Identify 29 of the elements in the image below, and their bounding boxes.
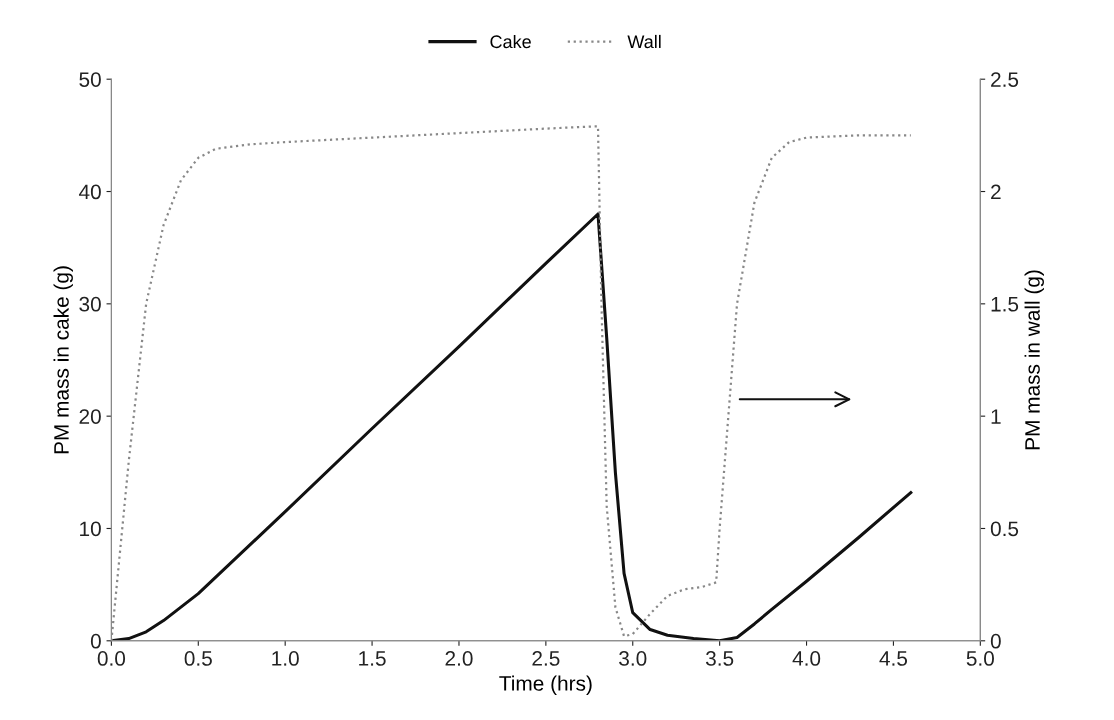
y2-tick-label: 0.5 [990,521,1019,537]
x-tick-label: 5.0 [966,651,994,666]
x-tick-label: 3.0 [619,651,647,666]
y2-tick-label: 2 [991,184,1001,200]
legend-label: Wall [627,34,661,49]
x-tick-label: 4.0 [792,651,821,666]
y2-tick-label: 1 [991,409,1001,424]
y-tick-label: 40 [78,184,101,200]
x-tick-label: 3.5 [705,651,734,666]
x-axis-title: Time (hrs) [499,675,592,695]
x-tick-label: 1.0 [272,651,299,666]
y-tick-label: 10 [80,521,101,537]
x-tick-label: 4.5 [879,651,908,666]
y-tick-label: 30 [79,296,101,312]
y2-axis-title: PM mass in wall (g) [1024,270,1044,450]
x-tick-label: 2.0 [445,651,473,666]
y-tick-label: 20 [79,409,101,424]
y-tick-label: 0 [90,633,101,649]
y-axis-title: PM mass in cake (g) [53,266,73,454]
y2-tick-label: 0 [990,633,1001,649]
x-tick-label: 0.5 [184,651,212,666]
x-tick-label: 2.5 [532,651,560,666]
y2-tick-label: 1.5 [991,297,1019,312]
y2-tick-label: 2.5 [991,72,1019,87]
line-series [111,212,913,641]
legend-label: Cake [490,34,531,49]
x-tick-label: 1.5 [359,651,386,666]
y-tick-label: 50 [79,72,101,87]
x-tick-label: 0.0 [97,651,126,666]
